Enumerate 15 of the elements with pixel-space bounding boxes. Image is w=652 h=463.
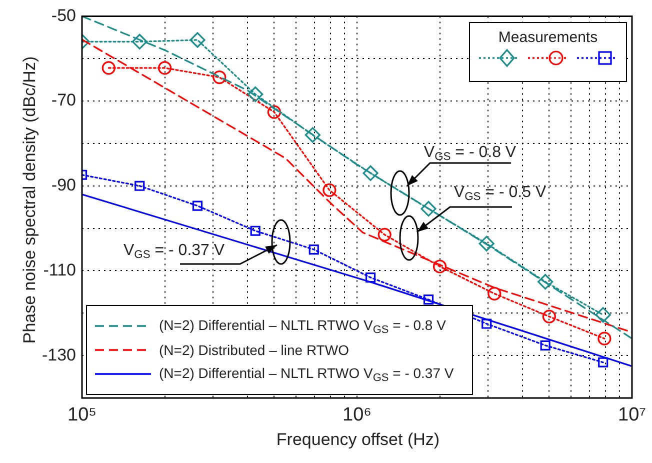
key-box: Measurements bbox=[469, 22, 627, 82]
legend-label: (N=2) Differential – NLTL RTWO V$_{GS}$ = - 0.37 V bbox=[159, 364, 454, 384]
x-tick-label: 10⁷ bbox=[618, 404, 646, 426]
y-tick-label: -130 bbox=[42, 345, 76, 364]
x-axis-title: Frequency offset (Hz) bbox=[275, 430, 441, 450]
x-tick-label: 10⁶ bbox=[342, 404, 372, 426]
y-tick-label: -70 bbox=[51, 90, 76, 110]
legend-title: Measurements bbox=[497, 29, 599, 46]
legend-label: (N=2) Differential – NLTL RTWO V$_{GS}$ = - 0.8 V bbox=[159, 316, 446, 336]
legend-label: (N=2) Distributed – line RTWO bbox=[159, 342, 349, 358]
y-tick-label: -110 bbox=[43, 260, 76, 280]
y-tick-label: -90 bbox=[51, 176, 76, 195]
y-tick-label: -50 bbox=[51, 6, 76, 25]
y-axis-title: Phase noise spectral density (dBc/Hz) bbox=[20, 55, 40, 346]
x-tick-label: 10⁵ bbox=[67, 404, 97, 426]
